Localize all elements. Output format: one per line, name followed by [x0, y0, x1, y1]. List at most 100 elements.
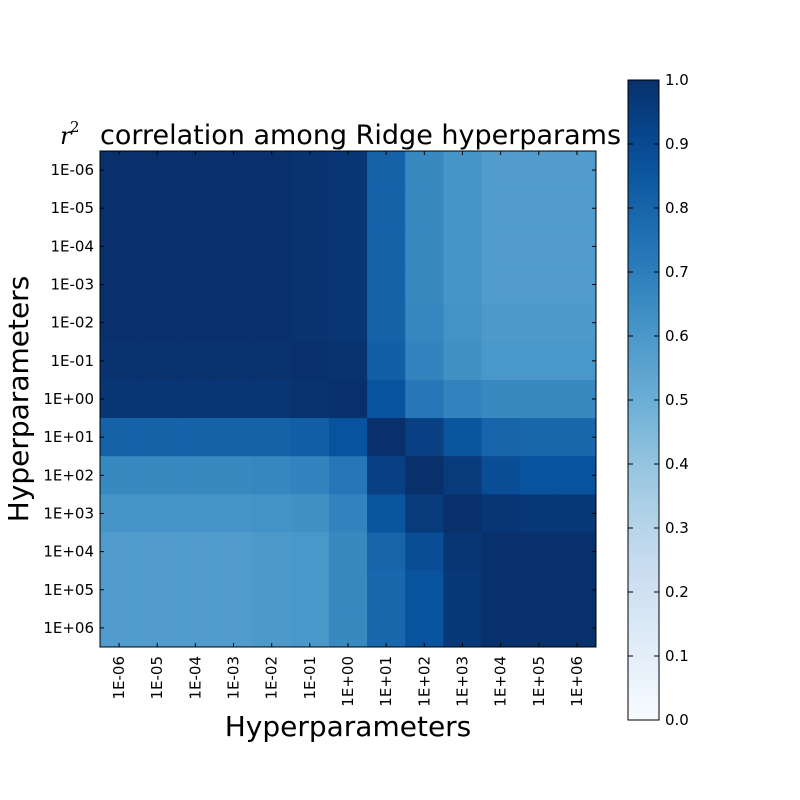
heatmap-cell [138, 303, 177, 343]
heatmap-cell [443, 494, 483, 534]
heatmap-cell [138, 494, 177, 534]
colorbar-tick-label: 0.1 [665, 647, 689, 665]
heatmap-cell [405, 456, 444, 495]
heatmap-cell [557, 532, 597, 572]
heatmap-cell [557, 379, 597, 419]
y-tick-label: 1E-03 [50, 276, 94, 294]
y-tick-label: 1E-02 [50, 314, 94, 332]
colorbar-tick-label: 0.9 [665, 135, 689, 153]
heatmap-cell [405, 532, 444, 572]
y-tick-label: 1E-06 [50, 161, 94, 179]
heatmap-cell [176, 151, 215, 190]
x-tick-label: 1E+06 [568, 656, 586, 707]
heatmap-cell [367, 532, 406, 572]
colorbar-tick-label: 0.2 [665, 583, 689, 601]
y-axis-ticks: 1E-06 1E-05 1E-04 1E-03 1E-02 1E-01 1E+00 1E+01… [43, 161, 596, 637]
heatmap-cell [138, 189, 177, 228]
colorbar-tick-label: 1.0 [665, 71, 689, 89]
heatmap-cell [481, 570, 521, 610]
heatmap-cell [443, 303, 483, 343]
heatmap-cell [443, 341, 483, 381]
heatmap-cell [519, 494, 559, 534]
colorbar-tick-label: 0.7 [665, 263, 689, 281]
x-tick-label: 1E+01 [377, 656, 395, 707]
heatmap-cell [290, 608, 330, 648]
x-tick-label: 1E-04 [186, 656, 204, 700]
heatmap-cell [328, 532, 368, 572]
heatmap-cell [443, 456, 483, 495]
heatmap-cell [176, 608, 215, 648]
x-tick-label: 1E-03 [225, 656, 243, 700]
heatmap-cell [290, 151, 330, 190]
heatmap-cell [176, 570, 215, 610]
y-axis-label: Hyperparameters [2, 276, 35, 523]
y-tick-label: 1E+05 [43, 581, 94, 599]
heatmap-cell [290, 303, 330, 343]
heatmap-cell [557, 151, 597, 190]
x-tick-label: 1E+04 [492, 656, 510, 707]
heatmap-cell [138, 151, 177, 190]
heatmap-cell [519, 379, 559, 419]
heatmap-cell [328, 189, 368, 228]
heatmap-cell [405, 494, 444, 534]
heatmap-cell [367, 570, 406, 610]
x-tick-label: 1E-01 [301, 656, 319, 700]
heatmap-cell [519, 151, 559, 190]
heatmap-cell [405, 189, 444, 228]
x-tick-label: 1E+00 [339, 656, 357, 707]
heatmap-cell [138, 418, 177, 457]
heatmap-cell [367, 151, 406, 190]
heatmap-cell [519, 532, 559, 572]
heatmap-cell [252, 456, 292, 495]
heatmap-cell [367, 341, 406, 381]
heatmap-cell [328, 227, 368, 266]
colorbar-tick-label: 0.5 [665, 391, 689, 409]
colorbar-ticks: 0.0 0.1 0.2 0.3 0.4 0.5 0.6 0.7 0.8 0.9 1.0 [628, 71, 689, 729]
heatmap-cell [290, 456, 330, 495]
y-tick-label: 1E+00 [43, 390, 94, 408]
heatmap-cell [481, 341, 521, 381]
heatmap-cell [481, 494, 521, 534]
heatmap-cell [290, 494, 330, 534]
heatmap-cell [252, 265, 292, 305]
heatmap-cell [100, 227, 139, 266]
chart-title: r 2 correlation among Ridge hyperparams [60, 118, 621, 151]
heatmap-cell [290, 341, 330, 381]
heatmap-cell [519, 341, 559, 381]
heatmap-cell [290, 532, 330, 572]
heatmap-cell [328, 608, 368, 648]
heatmap-cell [138, 341, 177, 381]
x-axis-label: Hyperparameters [225, 710, 472, 743]
title-text: correlation among Ridge hyperparams [100, 120, 621, 151]
heatmap-cell [557, 418, 597, 457]
heatmap-cell [557, 608, 597, 648]
heatmap-cell [405, 265, 444, 305]
heatmap-cell [214, 151, 254, 190]
heatmap-cell [367, 494, 406, 534]
heatmap-cell [443, 265, 483, 305]
heatmap-cell [252, 189, 292, 228]
heatmap-cell [214, 532, 254, 572]
heatmap-cell [328, 494, 368, 534]
x-tick-label: 1E-02 [263, 656, 281, 700]
heatmap-cell [519, 303, 559, 343]
heatmap-cell [252, 303, 292, 343]
heatmap-cell [557, 303, 597, 343]
heatmap-cell [290, 570, 330, 610]
heatmap-cell [443, 227, 483, 266]
heatmap-cell [481, 227, 521, 266]
heatmap-cell [519, 418, 559, 457]
heatmap-cell [481, 151, 521, 190]
y-tick-label: 1E-04 [50, 237, 94, 255]
title-symbol: r [60, 122, 73, 150]
heatmap-cell [176, 379, 215, 419]
heatmap-cell [405, 151, 444, 190]
x-axis-ticks: 1E-06 1E-05 1E-04 1E-03 1E-02 1E-01 1E+00 1E+01… [110, 151, 586, 707]
heatmap-cell [557, 494, 597, 534]
heatmap-cell [481, 418, 521, 457]
heatmap-cell [481, 189, 521, 228]
x-tick-label: 1E-06 [110, 656, 128, 700]
heatmap-cell [100, 456, 139, 495]
heatmap-cell [290, 265, 330, 305]
